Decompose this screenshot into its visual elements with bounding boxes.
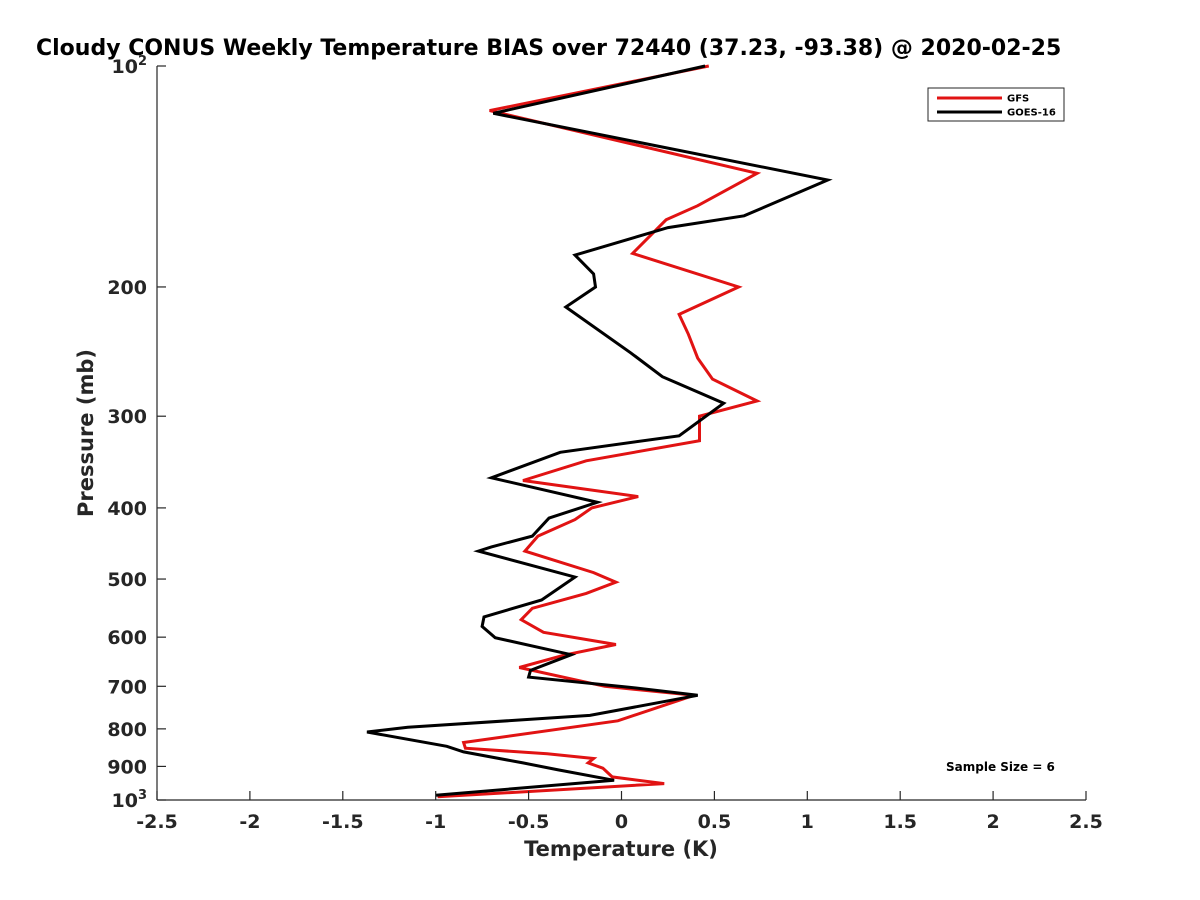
legend-entry-label: GOES-16 <box>1007 108 1056 119</box>
y-tick-label: 500 <box>107 569 147 591</box>
legend-entry-label: GFS <box>1007 94 1029 105</box>
x-tick-label: 2.5 <box>1069 811 1103 833</box>
sample-size-annotation: Sample Size = 6 <box>946 760 1055 774</box>
x-tick-label: -0.5 <box>508 811 550 833</box>
x-axis-ticks: -2.5 -2 -1.5 -1 -0.5 0 0.5 1 1.5 2 2.5 <box>136 791 1103 833</box>
series-layer <box>366 64 833 799</box>
x-axis-label: Temperature (K) <box>524 837 718 861</box>
x-tick-label: -1.5 <box>322 811 364 833</box>
y-tick-label: 200 <box>107 277 147 299</box>
series-line-goes-16 <box>366 64 833 797</box>
chart-title: Cloudy CONUS Weekly Temperature BIAS ove… <box>36 36 1061 61</box>
x-tick-label: -2.5 <box>136 811 178 833</box>
y-tick-label: 600 <box>107 627 147 649</box>
y-tick-label: 800 <box>107 719 147 741</box>
y-tick-label: 700 <box>107 676 147 698</box>
x-tick-label: -1 <box>425 811 446 833</box>
x-tick-label: 0.5 <box>698 811 732 833</box>
y-axis-label: Pressure (mb) <box>74 349 98 517</box>
x-tick-label: -2 <box>239 811 260 833</box>
series-line-gfs <box>437 64 762 799</box>
y-tick-label: 900 <box>107 756 147 778</box>
y-tick-label: 103 <box>112 788 148 812</box>
x-tick-label: 1 <box>801 811 814 833</box>
y-tick-label: 300 <box>107 406 147 428</box>
legend: GFS GOES-16 <box>927 87 1065 122</box>
y-axis-ticks: 102 200 300 400 500 600 700 800 900 103 <box>107 54 166 812</box>
x-tick-label: 1.5 <box>883 811 917 833</box>
y-tick-label: 400 <box>107 498 147 520</box>
legend-box <box>927 87 1065 122</box>
x-tick-label: 0 <box>615 811 628 833</box>
x-tick-label: 2 <box>986 811 999 833</box>
plot-area <box>366 64 833 799</box>
y-tick-label: 102 <box>112 54 148 78</box>
